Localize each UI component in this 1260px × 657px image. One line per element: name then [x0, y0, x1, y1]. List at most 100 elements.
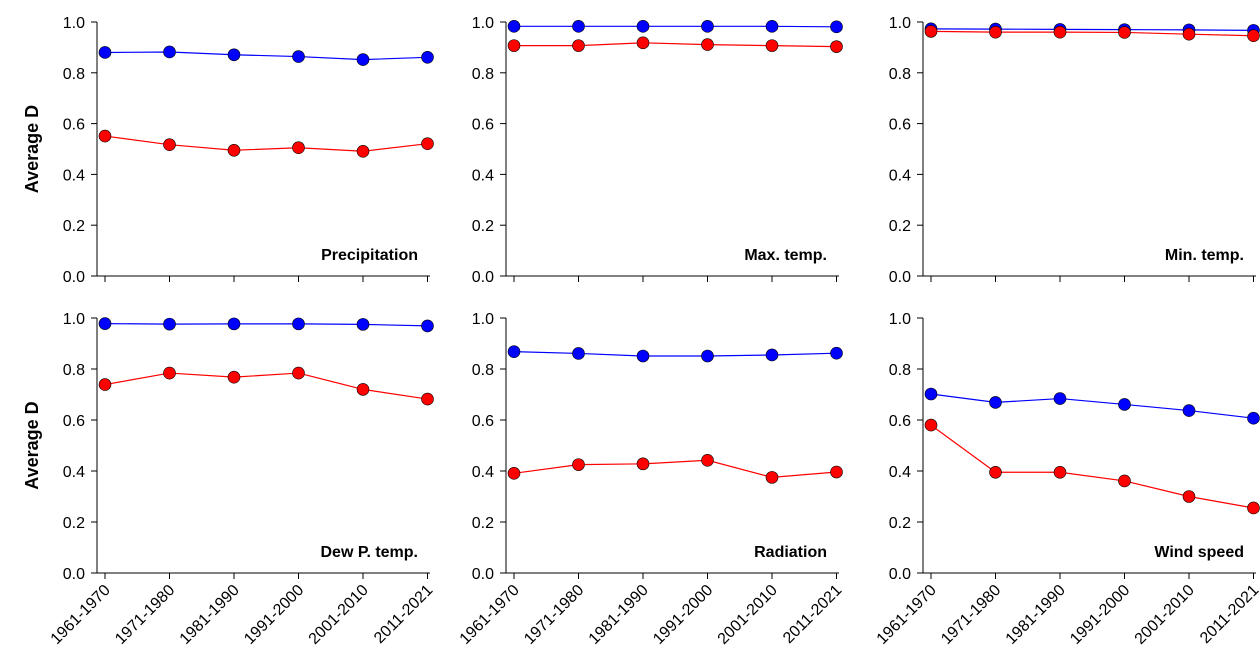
series-line: [104, 323, 428, 327]
data-point: [636, 457, 650, 471]
data-point: [1247, 29, 1260, 43]
data-point: [989, 396, 1002, 409]
data-point: [830, 465, 843, 479]
series-line: [513, 459, 837, 478]
data-point: [830, 20, 843, 34]
data-point: [356, 383, 370, 396]
y-tick-label: 0.6: [889, 413, 911, 430]
data-point: [1053, 25, 1067, 39]
y-tick-label: 1.0: [889, 311, 911, 328]
data-point: [765, 39, 779, 52]
data-point: [163, 138, 176, 151]
data-point: [989, 465, 1002, 479]
y-tick-label: 0.2: [472, 515, 494, 532]
data-point: [1118, 26, 1131, 39]
y-tick-label: 0.6: [63, 117, 85, 134]
data-point: [701, 20, 714, 33]
y-tick-label: 0.8: [472, 362, 494, 379]
x-tick-label: 2011-2021: [1197, 582, 1260, 647]
y-tick-label: 0.4: [472, 464, 494, 481]
x-tick-label: 1981-1990: [177, 582, 243, 648]
data-point: [98, 317, 112, 330]
y-tick-label: 0.4: [889, 464, 911, 481]
series-blue: [98, 317, 434, 333]
data-point: [292, 141, 305, 155]
x-tick-label: 1971-1980: [112, 582, 178, 648]
data-point: [163, 317, 176, 331]
panel-title: Dew P. temp.: [320, 544, 418, 561]
data-point: [356, 53, 370, 66]
series-blue: [924, 387, 1260, 425]
y-tick-label: 1.0: [889, 15, 911, 32]
series-line: [513, 351, 837, 357]
x-tick-label: 1961-1970: [874, 582, 940, 648]
chart-panel-3: 0.0 0.2 0.4 0.6 0.8 1.0 Min. temp.: [889, 15, 1260, 286]
x-tick-label: 1961-1970: [48, 582, 114, 648]
y-tick-label: 0.6: [472, 413, 494, 430]
y-tick-label: 0.2: [472, 218, 494, 235]
y-tick-label: 0.0: [472, 269, 494, 286]
y-tick-label: 0.8: [889, 66, 911, 83]
data-point: [924, 418, 938, 432]
x-tick-label: 1991-2000: [241, 582, 307, 648]
chart-panel-1: 0.0 0.2 0.4 0.6 0.8 1.0 Precipitation Average D: [22, 15, 434, 286]
series-blue: [507, 345, 843, 363]
data-point: [1182, 490, 1196, 503]
data-point: [421, 51, 434, 64]
data-point: [1247, 411, 1260, 425]
data-point: [830, 346, 843, 360]
data-point: [507, 20, 521, 33]
y-axis-label: Average D: [22, 401, 42, 489]
data-point: [227, 48, 241, 62]
data-point: [989, 25, 1002, 39]
y-tick-label: 0.2: [889, 515, 911, 532]
data-point: [765, 348, 779, 362]
data-point: [421, 319, 434, 333]
y-tick-label: 0.6: [889, 117, 911, 134]
series-red: [924, 25, 1260, 43]
data-point: [1182, 27, 1196, 41]
x-tick-label: 2011-2021: [780, 582, 845, 647]
series-line: [104, 372, 428, 400]
series-line: [104, 51, 428, 61]
y-tick-label: 0.4: [63, 464, 85, 481]
data-point: [507, 466, 521, 480]
data-point: [765, 471, 779, 484]
x-tick-label: 1991-2000: [1067, 582, 1133, 648]
y-tick-label: 0.0: [472, 566, 494, 583]
data-point: [1053, 392, 1067, 405]
y-tick-label: 0.0: [889, 269, 911, 286]
data-point: [507, 345, 521, 358]
series-blue: [507, 20, 843, 34]
y-tick-label: 0.2: [889, 218, 911, 235]
series-blue: [98, 45, 434, 66]
data-point: [765, 20, 779, 33]
series-line: [514, 25, 837, 28]
y-tick-label: 0.0: [889, 566, 911, 583]
data-point: [1118, 474, 1131, 488]
data-point: [701, 349, 714, 363]
data-point: [292, 50, 305, 63]
data-point: [701, 38, 714, 51]
data-point: [636, 349, 650, 363]
data-point: [292, 366, 305, 380]
series-red: [507, 36, 843, 53]
series-line: [930, 393, 1254, 419]
series-red: [98, 129, 434, 158]
chart-panel-6: 0.0 0.2 0.4 0.6 0.8 1.0 1961-19701971-19801981…: [874, 311, 1260, 648]
y-axis-label: Average D: [22, 105, 42, 193]
x-tick-label: 2001-2010: [306, 582, 372, 648]
y-tick-label: 0.8: [472, 66, 494, 83]
data-point: [227, 317, 241, 331]
series-red: [924, 418, 1260, 515]
y-tick-label: 0.2: [63, 218, 85, 235]
data-point: [163, 45, 176, 59]
data-point: [98, 46, 112, 59]
data-point: [924, 387, 938, 401]
data-point: [1118, 398, 1131, 411]
y-tick-label: 0.4: [889, 167, 911, 184]
data-point: [572, 39, 585, 52]
x-tick-label: 1971-1980: [521, 582, 587, 648]
series-line: [930, 28, 1254, 31]
y-tick-label: 1.0: [63, 15, 85, 32]
